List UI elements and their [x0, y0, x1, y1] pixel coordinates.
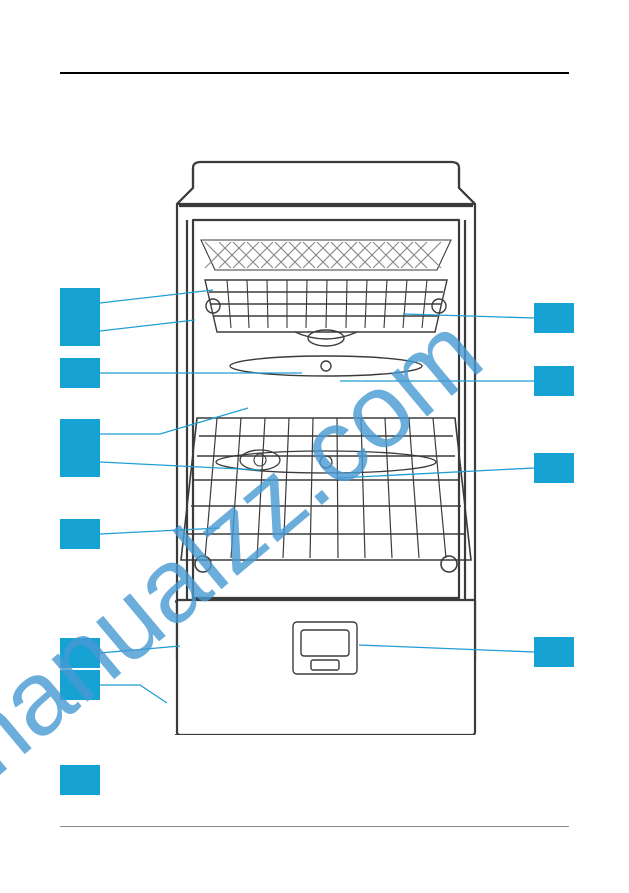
callout-badge-R1: [534, 303, 574, 333]
callout-badge-L7: [60, 638, 100, 668]
callout-badge-L1: [60, 288, 100, 318]
callout-badge-L6: [60, 519, 100, 549]
manual-page: manualzz.com: [0, 0, 629, 893]
callout-badge-S1: [60, 765, 100, 795]
callout-badge-L2: [60, 316, 100, 346]
callout-badge-L5: [60, 447, 100, 477]
dishwasher-diagram: [175, 160, 477, 735]
callout-badge-L4: [60, 419, 100, 449]
callout-badge-R4: [534, 637, 574, 667]
callout-badge-L8: [60, 670, 100, 700]
callout-badge-R3: [534, 453, 574, 483]
callout-badge-R2: [534, 366, 574, 396]
callout-badge-L3: [60, 358, 100, 388]
bottom-rule: [60, 826, 569, 827]
top-rule: [60, 72, 569, 74]
